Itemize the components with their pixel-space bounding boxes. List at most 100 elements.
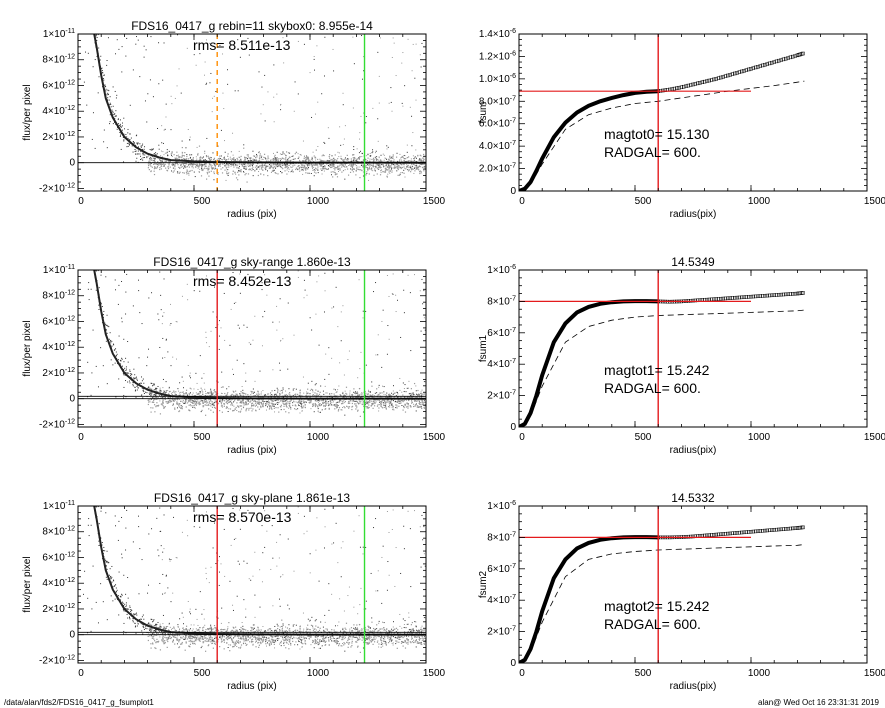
scatter-point [285, 164, 287, 166]
noise-point [150, 397, 152, 399]
scatter-point [256, 153, 258, 155]
noise-point [374, 169, 376, 172]
noise-point [181, 408, 183, 410]
noise-point [156, 165, 159, 168]
scatter-point [297, 276, 299, 278]
scatter-point [391, 406, 393, 408]
noise-point [386, 176, 388, 178]
noise-point [178, 410, 181, 412]
scatter-point [307, 163, 309, 165]
scatter-point [123, 397, 125, 399]
noise-point [153, 158, 156, 160]
scatter-point [388, 396, 390, 398]
scatter-point [232, 154, 234, 156]
scatter-point [248, 54, 250, 56]
scatter-point [367, 164, 369, 166]
noise-point [244, 162, 246, 165]
scatter-point [107, 325, 109, 327]
noise-point [419, 394, 421, 396]
noise-point [383, 399, 385, 401]
scatter-point [128, 142, 130, 144]
scatter-point [357, 394, 359, 396]
scatter-point [343, 374, 345, 376]
scatter-point [147, 387, 149, 389]
scatter-point [237, 394, 239, 396]
noise-point [273, 396, 275, 398]
scatter-point [105, 276, 107, 278]
scatter-point [309, 164, 311, 166]
noise-point [208, 401, 211, 403]
noise-point [294, 393, 296, 396]
noise-point [285, 151, 288, 153]
scatter-point [382, 164, 384, 166]
scatter-point [361, 153, 363, 155]
flux-square [765, 62, 769, 66]
noise-point [273, 407, 275, 409]
scatter-point [205, 404, 207, 406]
scatter-point [297, 157, 299, 159]
scatter-point [273, 169, 275, 171]
noise-point [314, 394, 316, 397]
scatter-point [165, 381, 167, 383]
noise-point [227, 163, 229, 165]
scatter-point [163, 312, 165, 314]
scatter-point [292, 158, 294, 160]
noise-point [271, 400, 273, 402]
flux-square [760, 63, 765, 68]
scatter-point [337, 401, 339, 403]
scatter-point [409, 106, 411, 108]
scatter-point [143, 148, 145, 150]
scatter-point [181, 151, 183, 153]
scatter-point [383, 404, 385, 406]
noise-point [176, 401, 178, 403]
noise-point [378, 164, 381, 166]
scatter-point [212, 152, 214, 154]
noise-point [212, 167, 214, 169]
scatter-point [139, 382, 141, 384]
noise-point [174, 166, 176, 168]
noise-point [179, 394, 181, 396]
scatter-point [155, 154, 157, 156]
noise-point [262, 402, 265, 404]
scatter-point [208, 156, 210, 158]
y-tick-label: 6×10-12 [42, 79, 75, 91]
noise-point [376, 388, 378, 390]
scatter-point [141, 394, 143, 396]
scatter-point [251, 165, 253, 167]
scatter-point [262, 404, 264, 406]
scatter-point [106, 383, 108, 385]
scatter-point [409, 292, 411, 294]
scatter-point [241, 165, 243, 167]
noise-point [236, 165, 238, 167]
scatter-point [239, 273, 241, 275]
noise-point [175, 391, 177, 393]
noise-point [285, 160, 287, 162]
noise-point [259, 154, 261, 157]
scatter-point [307, 165, 309, 167]
noise-point [220, 402, 222, 404]
noise-point [262, 399, 264, 401]
scatter-point [412, 43, 414, 45]
noise-point [318, 393, 321, 395]
scatter-point [295, 388, 297, 390]
scatter-point [366, 167, 368, 169]
scatter-point [202, 156, 204, 158]
scatter-point [413, 403, 415, 405]
noise-point [253, 405, 255, 407]
scatter-point [313, 411, 315, 413]
noise-point [277, 160, 279, 162]
scatter-point [393, 164, 395, 166]
scatter-point [111, 340, 113, 342]
scatter-point [246, 167, 248, 169]
scatter-point [191, 154, 193, 156]
noise-point [279, 158, 281, 160]
scatter-point [396, 299, 398, 301]
scatter-point [100, 68, 102, 70]
noise-point [274, 171, 276, 174]
scatter-point [92, 12, 93, 13]
magtot-annotation: magtot0= 15.130 [604, 126, 710, 142]
noise-point [257, 402, 259, 404]
scatter-point [126, 372, 128, 374]
noise-point [235, 177, 238, 179]
noise-point [320, 396, 322, 398]
